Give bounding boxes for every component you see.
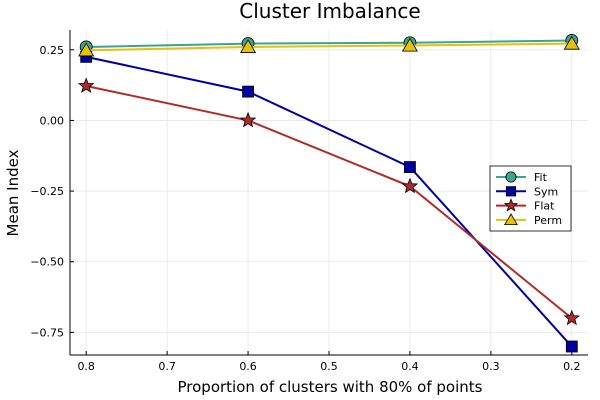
legend-item-flat: Flat [496,198,555,213]
legend-marker-fit [505,171,517,183]
y-tick-label: −0.50 [30,256,64,269]
legend-item-sym: Sym [496,185,558,198]
legend-marker-flat [503,198,519,212]
series-line-perm [86,42,572,52]
y-axis-label: Mean Index [4,149,22,236]
x-tick-label: 0.3 [482,360,500,373]
series-layer [77,34,581,353]
data-point-perm [240,39,257,53]
series-perm [78,35,580,57]
legend-label: Perm [534,214,562,227]
legend-item-perm: Perm [496,213,562,227]
legend-label: Flat [534,200,555,213]
data-point-sym [242,85,254,98]
data-point-flat [239,111,257,128]
data-point-flat [401,177,419,194]
axes [69,30,588,356]
y-tick-label: 0.25 [40,44,65,57]
legend-item-fit: Fit [496,171,548,184]
data-point-perm [401,37,418,52]
x-tick-label: 0.6 [239,360,257,373]
data-point-flat [77,77,95,93]
y-tick-label: −0.25 [30,185,64,198]
legend-label: Fit [534,171,548,184]
y-tick-label: −0.75 [30,326,64,339]
series-line-sym [85,55,573,348]
series-line-fit [86,39,572,48]
x-tick-label: 0.4 [401,360,419,373]
y-tick-label: 0.00 [40,114,65,127]
series-flat [77,77,581,326]
chart-title: Cluster Imbalance [239,0,420,23]
x-axis-label: Proportion of clusters with 80% of point… [178,378,483,396]
tick-labels: 0.8 0.7 0.6 0.5 0.4 0.3 0.2 0.25 0.00 −0.25 −0.50 −… [30,44,580,373]
data-point-flat [563,309,581,326]
x-tick-label: 0.5 [320,360,338,373]
x-tick-label: 0.8 [77,360,95,373]
legend-label: Sym [534,185,558,198]
legend-marker-perm [504,213,518,226]
data-point-perm [563,35,580,50]
x-tick-label: 0.7 [158,360,176,373]
data-point-sym [404,161,416,173]
legend-marker-sym [505,186,517,197]
series-line-flat [85,84,573,320]
data-point-perm [78,42,95,57]
data-point-sym [565,340,578,353]
x-tick-label: 0.2 [563,360,581,373]
